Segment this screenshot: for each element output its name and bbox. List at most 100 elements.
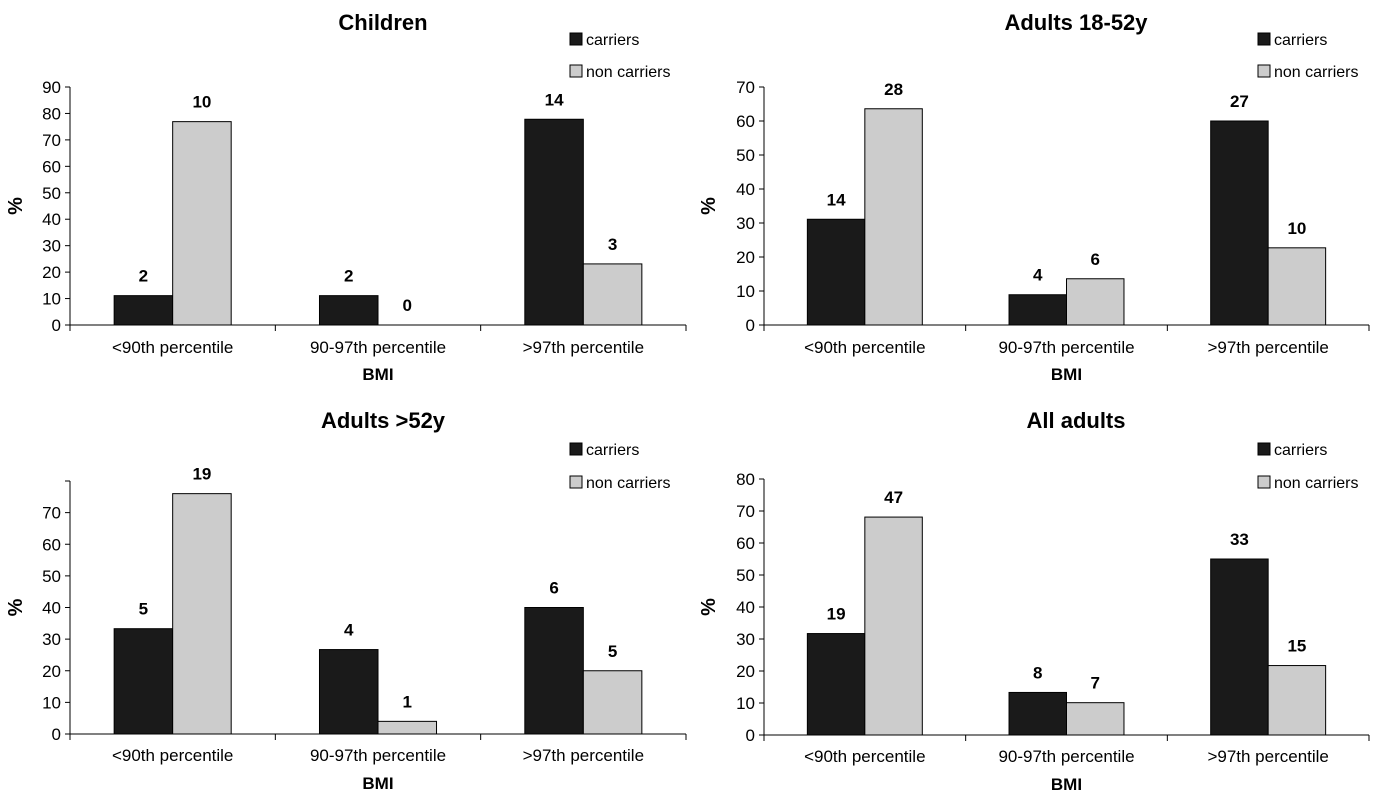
x-tick-label: >97th percentile (523, 338, 644, 357)
data-label: 2 (344, 267, 353, 286)
y-tick-label: 50 (736, 566, 755, 585)
data-label: 6 (1091, 250, 1100, 269)
y-tick-label: 30 (42, 237, 61, 256)
chart-adults-over-52y: Adults >52y 0 10 20 30 40 50 60 70% <90th percent… (0, 402, 693, 805)
data-label: 14 (545, 90, 564, 109)
y-axis-label: % (5, 598, 27, 616)
legend-swatch-non-carriers (1257, 64, 1271, 78)
x-tick-label: <90th percentile (112, 746, 233, 765)
y-tick-label: 40 (736, 598, 755, 617)
legend-label: carriers (1274, 32, 1327, 49)
y-tick-label: 40 (42, 210, 61, 229)
data-label: 2 (139, 267, 148, 286)
y-tick-label: 0 (746, 316, 755, 335)
legend-label: carriers (586, 32, 639, 49)
x-tick-label: <90th percentile (112, 338, 233, 357)
bar-non-carriers (1267, 247, 1327, 326)
data-label: 0 (403, 296, 412, 315)
y-tick-label: 60 (42, 535, 61, 554)
y-axis-label: % (5, 197, 27, 215)
bar-non-carriers (582, 263, 643, 326)
legend-swatch-non-carriers (1257, 475, 1271, 489)
legend-swatch-non-carriers (569, 475, 583, 489)
bar-carriers (1008, 691, 1067, 736)
legend-label: non carriers (1274, 475, 1358, 492)
y-tick-label: 10 (42, 290, 61, 309)
bar-carriers (318, 295, 379, 326)
data-label: 6 (549, 579, 558, 598)
x-tick-label: >97th percentile (523, 746, 644, 765)
legend-swatch-carriers (569, 442, 583, 456)
bar-carriers (1210, 558, 1269, 736)
y-tick-label: 60 (42, 157, 61, 176)
y-tick-label: 80 (42, 104, 61, 123)
chart-title: Children (338, 10, 427, 35)
bar-non-carriers (864, 108, 923, 326)
legend-swatch-carriers (1257, 442, 1271, 456)
data-label: 4 (344, 621, 354, 640)
y-tick-label: 70 (42, 131, 61, 150)
chart-svg: All adults 0 10 20 30 40 50 60 70 80% <90th percen… (698, 408, 1370, 794)
y-tick-label: 30 (736, 214, 755, 233)
x-tick-label: 90-97th percentile (310, 746, 446, 765)
data-label: 5 (139, 600, 148, 619)
y-tick-label: 50 (736, 146, 755, 165)
bar-non-carriers (864, 516, 923, 736)
x-tick-label: >97th percentile (1207, 338, 1328, 357)
y-tick-label: 30 (736, 630, 755, 649)
x-axis-label: BMI (1051, 775, 1082, 794)
data-label: 3 (608, 235, 617, 254)
x-tick-label: >97th percentile (1207, 747, 1328, 766)
y-tick-label: 40 (736, 180, 755, 199)
bar-non-carriers (1066, 702, 1125, 736)
y-tick-label: 10 (736, 282, 755, 301)
bar-carriers (1210, 120, 1269, 326)
data-label: 4 (1033, 266, 1043, 285)
legend-label: carriers (586, 442, 639, 459)
data-label: 15 (1287, 637, 1306, 656)
bar-carriers (806, 218, 866, 326)
y-tick-label: 10 (736, 694, 755, 713)
chart-children: Children 0 10 20 30 40 50 60 70 80 90% <90th percen… (0, 0, 693, 402)
y-tick-label: 0 (52, 316, 61, 335)
x-axis-label: BMI (362, 365, 393, 384)
chart-title: All adults (1026, 408, 1125, 433)
data-label: 10 (1287, 219, 1306, 238)
bar-carriers (113, 295, 174, 326)
y-tick-label: 60 (736, 112, 755, 131)
y-tick-label: 90 (42, 78, 61, 97)
bar-carriers (318, 649, 379, 735)
bar-carriers (524, 118, 584, 326)
y-tick-label: 70 (736, 78, 755, 97)
y-tick-label: 60 (736, 534, 755, 553)
legend-label: carriers (1274, 442, 1327, 459)
data-label: 8 (1033, 663, 1042, 682)
chart-title: Adults 18-52y (1004, 10, 1148, 35)
legend-label: non carriers (1274, 64, 1358, 81)
chart-adults-18-52y: Adults 18-52y 0 10 20 30 40 50 60 70% <90th perce… (693, 0, 1386, 402)
y-tick-label: 0 (52, 725, 61, 744)
chart-svg: Adults >52y 0 10 20 30 40 50 60 70% <90th percent… (5, 408, 687, 793)
legend-label: non carriers (586, 64, 670, 81)
bar-non-carriers (172, 493, 232, 735)
y-tick-label: 30 (42, 630, 61, 649)
bar-non-carriers (377, 720, 438, 735)
x-axis-label: BMI (362, 774, 393, 793)
y-tick-label: 20 (736, 662, 755, 681)
y-tick-label: 40 (42, 599, 61, 618)
bar-non-carriers (1267, 665, 1327, 736)
x-tick-label: 90-97th percentile (998, 338, 1134, 357)
bar-carriers (806, 633, 866, 736)
y-tick-label: 70 (42, 504, 61, 523)
legend-swatch-carriers (1257, 32, 1271, 46)
y-tick-label: 20 (42, 662, 61, 681)
y-tick-label: 80 (736, 470, 755, 489)
x-tick-label: 90-97th percentile (310, 338, 446, 357)
x-tick-label: 90-97th percentile (998, 747, 1134, 766)
y-tick-label: 20 (736, 248, 755, 267)
x-tick-label: <90th percentile (804, 338, 925, 357)
x-tick-label: <90th percentile (804, 747, 925, 766)
y-tick-label: 70 (736, 502, 755, 521)
legend-swatch-non-carriers (569, 64, 583, 78)
